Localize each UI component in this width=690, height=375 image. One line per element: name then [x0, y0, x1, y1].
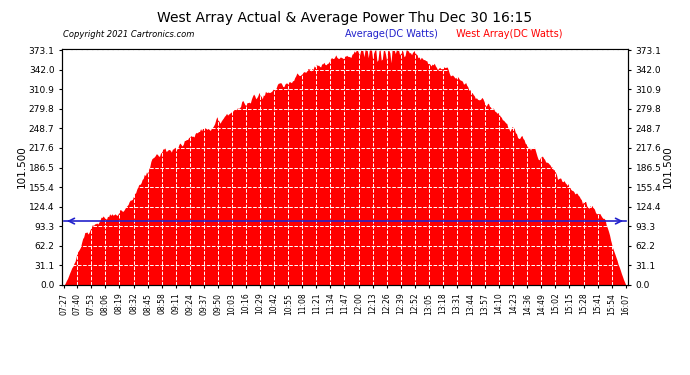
Text: Average(DC Watts): Average(DC Watts) — [345, 29, 438, 39]
Y-axis label: 101.500: 101.500 — [663, 146, 673, 188]
Text: West Array Actual & Average Power Thu Dec 30 16:15: West Array Actual & Average Power Thu De… — [157, 11, 533, 25]
Text: West Array(DC Watts): West Array(DC Watts) — [453, 29, 562, 39]
Y-axis label: 101.500: 101.500 — [17, 146, 27, 188]
Text: Copyright 2021 Cartronics.com: Copyright 2021 Cartronics.com — [63, 30, 195, 39]
